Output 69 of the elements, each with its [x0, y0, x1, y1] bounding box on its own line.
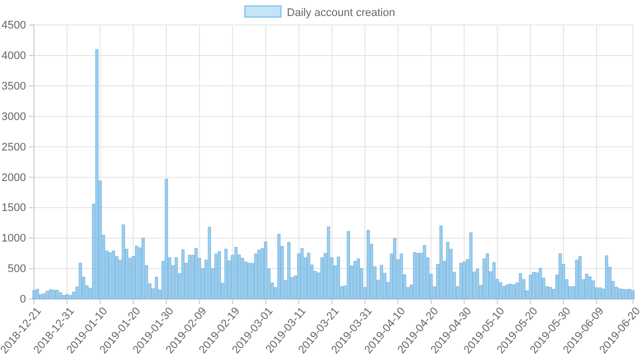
bar [254, 254, 258, 300]
bar [218, 251, 221, 300]
bar [224, 248, 228, 300]
bar [558, 253, 562, 300]
bar [112, 250, 115, 300]
bar [95, 49, 98, 300]
bar [469, 232, 472, 300]
bar [62, 295, 66, 300]
bar [446, 242, 450, 300]
bar [476, 268, 480, 300]
bar [622, 289, 625, 300]
bar [462, 262, 466, 300]
bar [68, 295, 72, 300]
bar [277, 234, 280, 300]
bar [164, 178, 168, 300]
bar [366, 230, 370, 300]
bar [36, 289, 39, 300]
y-tick-label: 3500 [2, 80, 26, 92]
bar [499, 282, 502, 300]
y-tick-label: 3000 [2, 110, 26, 123]
y-tick-label: 4500 [2, 20, 26, 32]
bar [548, 286, 552, 300]
y-tick-label: 1500 [2, 202, 26, 214]
bar [42, 294, 46, 300]
bar [459, 262, 462, 300]
bar [618, 288, 622, 300]
bar [287, 242, 290, 300]
y-tick-label: 4000 [2, 50, 26, 62]
bar [142, 238, 145, 300]
bar [154, 276, 158, 300]
bar [506, 284, 509, 300]
bar [214, 254, 218, 300]
bar [578, 256, 582, 300]
bar [174, 257, 178, 300]
bar [78, 262, 82, 300]
bar [492, 262, 496, 300]
bar [380, 264, 384, 300]
bar [400, 254, 403, 300]
y-tick-label: 1000 [2, 232, 26, 245]
bar [336, 256, 340, 300]
legend-label: Daily account creation [286, 7, 396, 19]
bar [58, 292, 62, 300]
bar [46, 290, 49, 300]
bar [413, 252, 416, 300]
bar [538, 268, 542, 300]
bar [66, 294, 69, 300]
bar [528, 274, 532, 300]
bar [439, 226, 443, 300]
bar [486, 253, 489, 300]
bar [122, 224, 125, 300]
bar [346, 231, 350, 300]
bar [264, 242, 268, 300]
bar [320, 257, 324, 300]
bar [518, 273, 522, 300]
bar [32, 290, 36, 300]
y-tick-label: 500 [8, 263, 26, 276]
bar [208, 226, 211, 300]
bar [181, 249, 184, 300]
y-tick-label: 0 [20, 294, 26, 306]
bar [508, 284, 512, 300]
bar [592, 280, 595, 300]
bar [631, 290, 635, 300]
bar [393, 238, 396, 300]
y-tick-label: 2000 [2, 172, 26, 184]
y-tick-label: 2500 [2, 141, 26, 154]
bar [575, 260, 578, 300]
bar [326, 226, 330, 300]
bar [604, 256, 608, 300]
bar [502, 286, 506, 300]
